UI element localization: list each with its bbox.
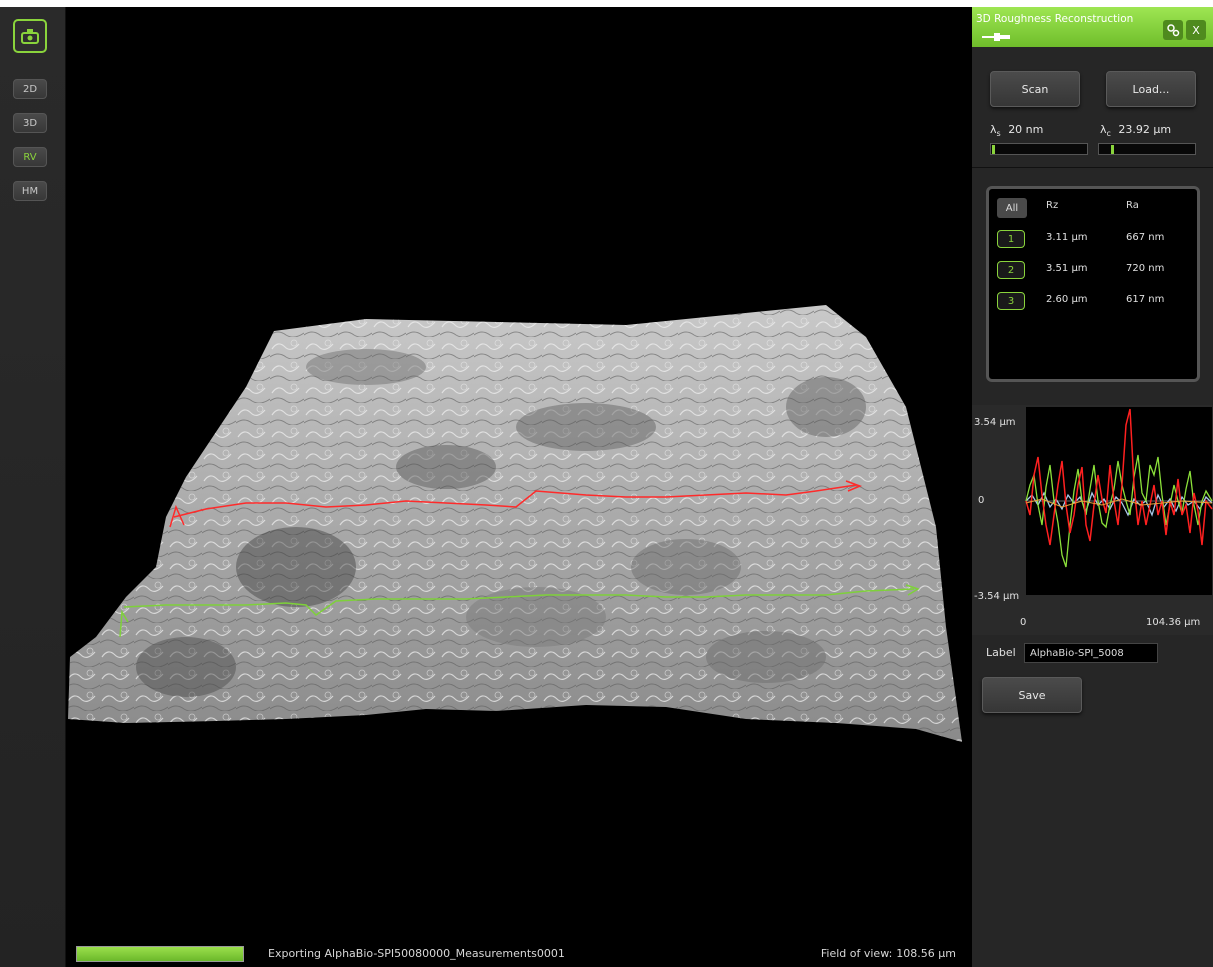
profile-green-end-icon xyxy=(905,584,920,596)
profile-plot[interactable]: 3.54 µm 0 -3.54 µm 0 104.36 µm xyxy=(972,405,1213,635)
lambda-s-value: 20 nm xyxy=(1008,123,1044,136)
select-all-button[interactable]: All xyxy=(997,198,1027,218)
result-row: 2 3.51 µm 720 nm xyxy=(989,258,1197,284)
lambda-s-thumb[interactable] xyxy=(992,145,995,154)
result-row: 1 3.11 µm 667 nm xyxy=(989,227,1197,253)
export-progress-bar xyxy=(76,946,244,962)
left-toolbar: 2D 3D RV HM xyxy=(0,7,66,967)
profile-line-green xyxy=(123,588,915,616)
pin-icon[interactable] xyxy=(982,33,1012,41)
profile-red-end-icon xyxy=(845,480,863,492)
scan-button[interactable]: Scan xyxy=(990,71,1080,107)
rz-value: 3.11 µm xyxy=(1046,232,1088,243)
profile-plot-canvas xyxy=(1025,407,1213,595)
gears-icon xyxy=(1167,24,1180,37)
status-message: Exporting AlphaBio-SPI50080000_Measureme… xyxy=(268,947,565,960)
lambda-c-symbol: λ xyxy=(1100,123,1107,136)
panel-header[interactable]: 3D Roughness Reconstruction X xyxy=(972,7,1213,47)
ra-value: 720 nm xyxy=(1126,263,1165,274)
label-caption: Label xyxy=(986,646,1016,659)
rz-value: 2.60 µm xyxy=(1046,294,1088,305)
rz-header: Rz xyxy=(1046,200,1059,211)
profile-red-start-icon xyxy=(169,504,185,528)
profile-line-red xyxy=(173,484,857,518)
profile-3-button[interactable]: 3 xyxy=(997,292,1025,310)
export-progress-fill xyxy=(77,947,243,961)
plot-x-max: 104.36 µm xyxy=(1146,617,1201,628)
plot-y-max: 3.54 µm xyxy=(974,417,1016,428)
save-button[interactable]: Save xyxy=(982,677,1082,713)
3d-viewport[interactable]: Exporting AlphaBio-SPI50080000_Measureme… xyxy=(66,7,972,967)
profile-2-button[interactable]: 2 xyxy=(997,261,1025,279)
app-window: 2D 3D RV HM xyxy=(0,7,1213,967)
surface-shading xyxy=(136,349,866,697)
lambda-c-label: λc 23.92 µm xyxy=(1100,123,1171,138)
profile-1-button[interactable]: 1 xyxy=(997,230,1025,248)
ra-header: Ra xyxy=(1126,200,1139,211)
divider xyxy=(972,167,1213,168)
profile-green-start-icon xyxy=(119,609,129,638)
view-rv-button[interactable]: RV xyxy=(13,147,47,167)
rz-value: 3.51 µm xyxy=(1046,263,1088,274)
plot-y-zero: 0 xyxy=(978,495,985,506)
camera-icon xyxy=(21,29,39,44)
plot-series-red xyxy=(1025,408,1213,546)
lambda-s-label: λs 20 nm xyxy=(990,123,1043,138)
plot-x-min: 0 xyxy=(1020,617,1027,628)
ra-value: 667 nm xyxy=(1126,232,1165,243)
lambda-c-thumb[interactable] xyxy=(1111,145,1114,154)
lambda-s-sub: s xyxy=(996,129,1001,139)
roughness-panel: 3D Roughness Reconstruction X Scan Load.… xyxy=(972,7,1213,967)
view-2d-button[interactable]: 2D xyxy=(13,79,47,99)
fov-value: 108.56 µm xyxy=(896,947,956,960)
plot-series-green xyxy=(1025,454,1213,568)
result-row: 3 2.60 µm 617 nm xyxy=(989,289,1197,315)
plot-series-orange xyxy=(1025,498,1213,508)
lambda-s-slider[interactable] xyxy=(990,143,1088,155)
surface-render[interactable] xyxy=(66,7,972,937)
lambda-c-slider[interactable] xyxy=(1098,143,1196,155)
results-table: All Rz Ra 1 3.11 µm 667 nm 2 3.51 µm 720… xyxy=(986,186,1200,382)
view-hm-button[interactable]: HM xyxy=(13,181,47,201)
fov-label: Field of view: xyxy=(820,947,893,960)
status-bar: Exporting AlphaBio-SPI50080000_Measureme… xyxy=(66,939,972,967)
panel-title: 3D Roughness Reconstruction xyxy=(976,13,1134,25)
camera-tool-button[interactable] xyxy=(13,19,47,53)
lambda-c-value: 23.92 µm xyxy=(1118,123,1172,136)
lambda-s-symbol: λ xyxy=(990,123,997,136)
close-button[interactable]: X xyxy=(1186,20,1206,40)
view-3d-button[interactable]: 3D xyxy=(13,113,47,133)
field-of-view: Field of view: 108.56 µm xyxy=(817,947,956,960)
load-button[interactable]: Load... xyxy=(1106,71,1196,107)
label-input[interactable] xyxy=(1024,643,1158,663)
ra-value: 617 nm xyxy=(1126,294,1165,305)
surface-texture xyxy=(68,305,962,742)
settings-button[interactable] xyxy=(1163,20,1183,40)
lambda-c-sub: c xyxy=(1106,129,1111,139)
plot-y-min: -3.54 µm xyxy=(974,591,1020,602)
